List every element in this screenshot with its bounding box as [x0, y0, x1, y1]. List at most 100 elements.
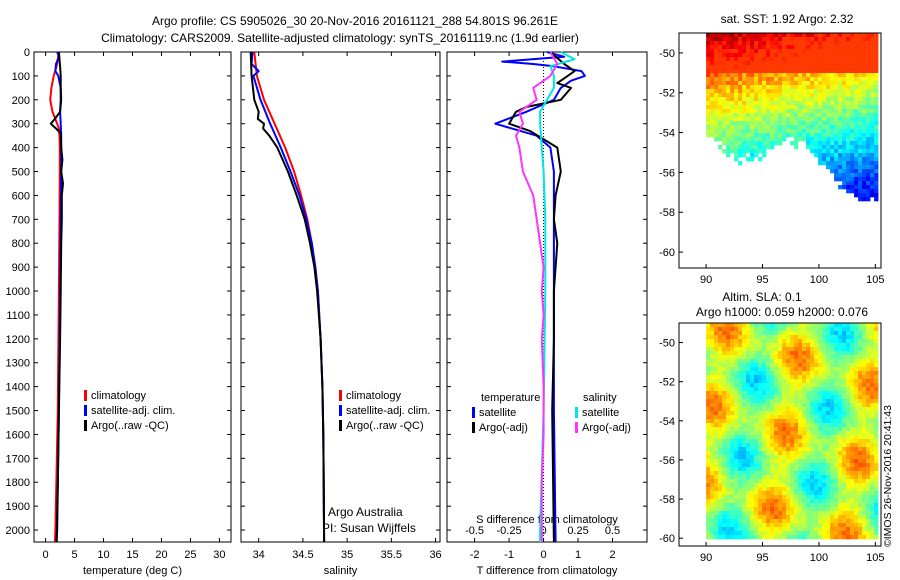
imos-stamp: ©IMOS 26-Nov-2016 20:41:43 — [882, 405, 894, 547]
map-x-tick-label: 95 — [756, 274, 768, 286]
map-x-tick-label: 100 — [810, 274, 828, 286]
map-x-tick-label: 100 — [810, 552, 828, 564]
x-tick-label: 25 — [184, 549, 196, 561]
y-tick-label: 700 — [12, 214, 30, 226]
legend-group-label: salinity — [583, 392, 617, 404]
y-tick-label: 1800 — [6, 477, 30, 489]
plot-frame — [33, 51, 232, 543]
y-tick-label: 900 — [12, 262, 30, 274]
map-frame — [678, 322, 882, 547]
map-x-tick-label: 105 — [866, 274, 884, 286]
series-line-climatology — [253, 51, 326, 543]
legend-swatch — [339, 390, 342, 401]
y-tick-label: 100 — [12, 71, 30, 83]
legend-swatch — [84, 390, 87, 401]
map-y-tick-label: -56 — [659, 455, 675, 467]
x-tick-label: 30 — [213, 549, 225, 561]
series-line-argo-raw-qc- — [49, 51, 64, 543]
y-tick-label: 1400 — [6, 382, 30, 394]
legend-label: Argo(-adj) — [582, 422, 631, 434]
x-tick-label: 1 — [575, 549, 581, 561]
x-axis-label: temperature (deg C) — [83, 565, 182, 577]
map-y-tick-label: -58 — [659, 494, 675, 506]
figure-title-line2: Climatology: CARS2009. Satellite-adjuste… — [101, 31, 579, 45]
x-tick-label: 15 — [126, 549, 138, 561]
sst-map-field — [706, 33, 879, 202]
legend-swatch — [339, 420, 342, 431]
legend-label: Argo(-adj) — [479, 422, 528, 434]
y-tick-label: 1500 — [6, 406, 30, 418]
x-tick-label: 34.5 — [292, 549, 313, 561]
sla-map-title-line1: Altim. SLA: 0.1 — [722, 290, 802, 304]
x-tick-label: 10 — [97, 549, 109, 561]
y-tick-label: 800 — [12, 238, 30, 250]
x-tick-label: 20 — [155, 549, 167, 561]
y-tick-label: 1300 — [6, 358, 30, 370]
sla-map-field — [706, 323, 879, 540]
map-y-tick-label: -52 — [659, 377, 675, 389]
legend-label: climatology — [91, 390, 147, 402]
map-x-tick-label: 90 — [700, 274, 712, 286]
map-frame — [678, 32, 882, 269]
map-y-tick-label: -60 — [659, 247, 675, 259]
x-axis-label: T difference from climatology — [477, 565, 618, 577]
sst-map-title: sat. SST: 1.92 Argo: 2.32 — [721, 12, 854, 26]
y-tick-label: 400 — [12, 143, 30, 155]
legend-label: satellite-adj. clim. — [346, 405, 430, 417]
x-tick-label: 2 — [609, 549, 615, 561]
top-x-tick-label: -0.25 — [497, 525, 522, 537]
map-y-tick-label: -56 — [659, 167, 675, 179]
legend-group-label: temperature — [481, 392, 540, 404]
x-tick-label: 5 — [71, 549, 77, 561]
difference-panel: -2 -1 0 1 2 T difference from climatology -0.5… — [446, 51, 648, 577]
y-tick-label: 300 — [12, 119, 30, 131]
x-axis-label: salinity — [324, 565, 358, 577]
legend-label: satellite — [479, 407, 516, 419]
legend-swatch — [84, 405, 87, 416]
y-tick-label: 1000 — [6, 286, 30, 298]
legend-label: Argo(..raw -QC) — [346, 420, 424, 432]
sst-map: 90 95 100 105 -50 -52 -54 -56 -58 -60 — [659, 32, 885, 286]
map-y-tick-label: -50 — [659, 48, 675, 60]
x-tick-label: 35.5 — [381, 549, 402, 561]
figure-title-line1: Argo profile: CS 5905026_30 20-Nov-2016 … — [152, 14, 558, 28]
series-line-satellite-adj-clim- — [250, 51, 326, 543]
y-tick-label: 1200 — [6, 334, 30, 346]
legend-swatch — [339, 405, 342, 416]
top-x-tick-label: -0.5 — [465, 525, 484, 537]
legend-label: satellite-adj. clim. — [91, 405, 175, 417]
legend-label: climatology — [346, 390, 402, 402]
map-y-tick-label: -58 — [659, 207, 675, 219]
y-tick-label: 200 — [12, 95, 30, 107]
map-y-tick-label: -60 — [659, 533, 675, 545]
map-y-tick-label: -50 — [659, 338, 675, 350]
y-tick-label: 1100 — [6, 310, 30, 322]
credit-line1: Argo Australia — [328, 505, 403, 519]
map-y-tick-label: -52 — [659, 88, 675, 100]
plot-frame — [240, 51, 441, 543]
sla-map: 90 95 100 105 -50 -52 -54 -56 -58 -60 — [659, 322, 885, 564]
plot-frame — [446, 51, 648, 543]
top-x-axis-label: S difference from climatology — [476, 514, 618, 526]
series-line-argo-adj- — [508, 51, 576, 543]
top-x-tick-label: 0.5 — [605, 525, 620, 537]
map-x-tick-label: 90 — [700, 552, 712, 564]
y-tick-label: 1700 — [6, 453, 30, 465]
legend-swatch — [575, 422, 578, 433]
x-tick-label: 0 — [540, 549, 546, 561]
legend-swatch — [472, 422, 475, 433]
y-tick-label: 600 — [12, 190, 30, 202]
top-x-tick-label: 0 — [540, 525, 546, 537]
x-tick-label: 35 — [341, 549, 353, 561]
x-tick-label: -2 — [470, 549, 480, 561]
y-tick-label: 500 — [12, 167, 30, 179]
legend-swatch — [84, 420, 87, 431]
y-tick-label: 1600 — [6, 429, 30, 441]
legend-label: Argo(..raw -QC) — [91, 420, 169, 432]
y-tick-label: 1900 — [6, 501, 30, 513]
x-tick-label: -1 — [504, 549, 514, 561]
x-tick-label: 0 — [43, 549, 49, 561]
legend-label: satellite — [582, 407, 619, 419]
legend-swatch — [472, 407, 475, 418]
